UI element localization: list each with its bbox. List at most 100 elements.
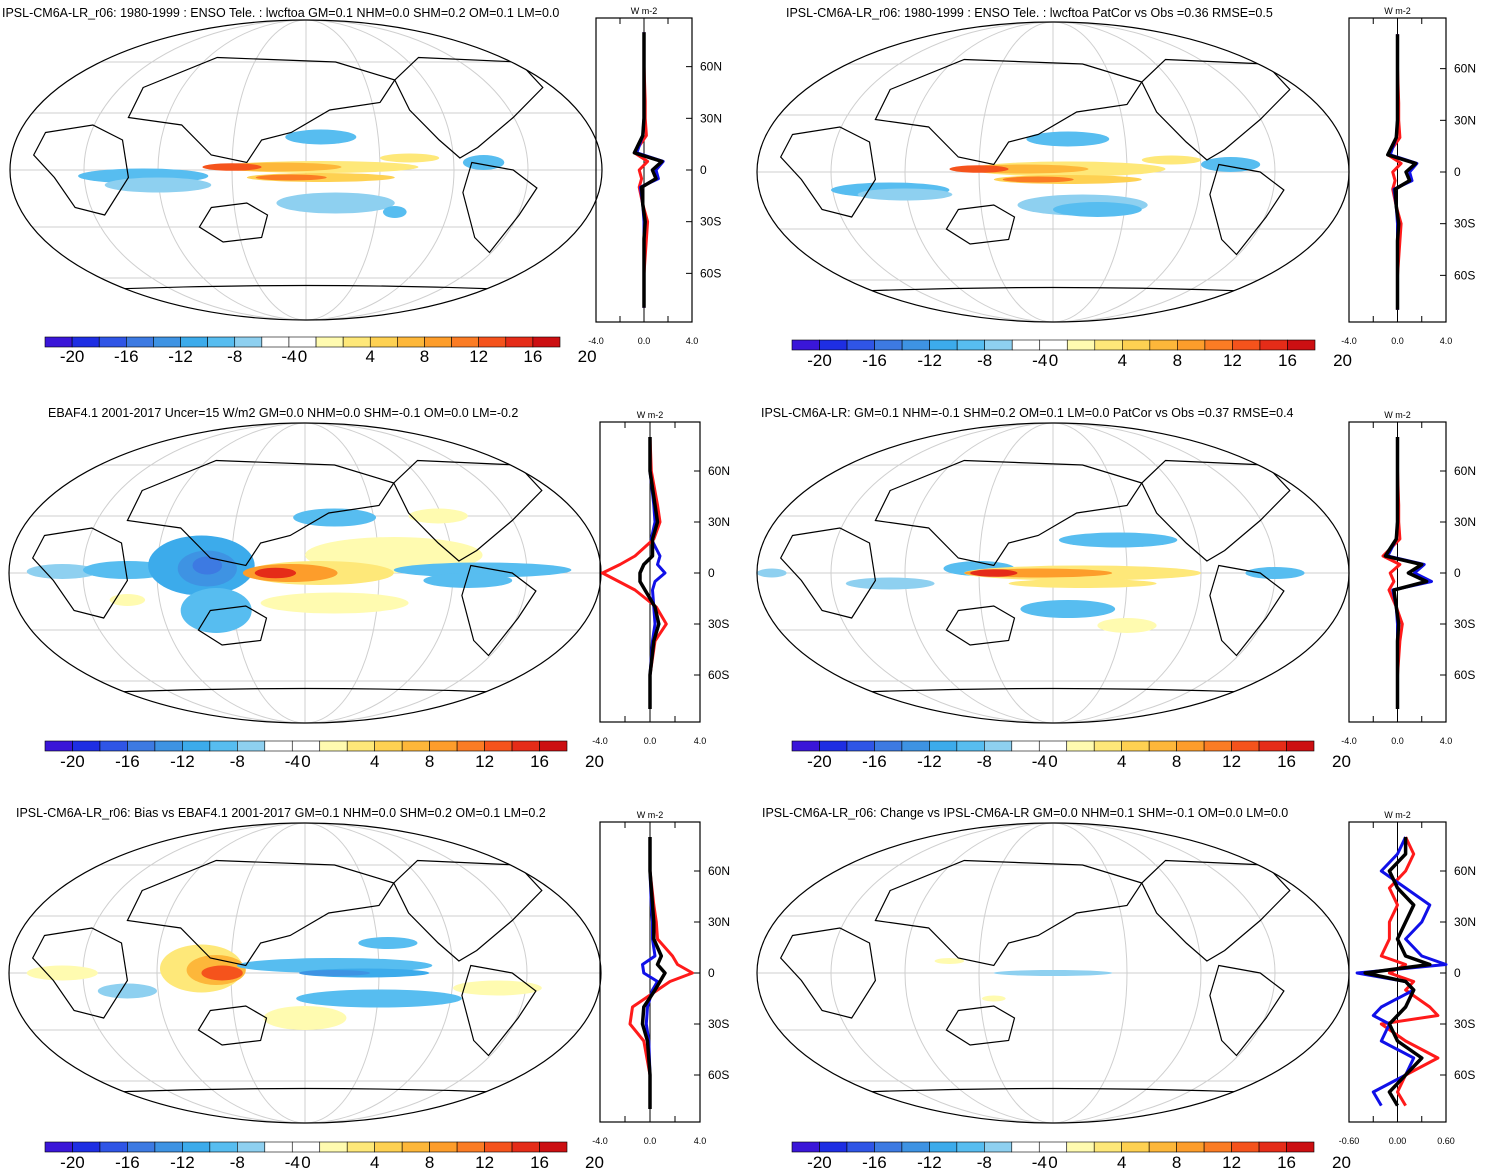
- unit-label: W m-2: [637, 410, 664, 420]
- colorbar-swatch: [291, 1141, 321, 1153]
- colorbar-swatch: [1203, 1141, 1232, 1153]
- field-patch: [453, 980, 542, 996]
- colorbar-swatch: [1066, 1141, 1095, 1153]
- colorbar-swatch: [429, 740, 458, 752]
- field-patch: [1017, 194, 1148, 216]
- profile-frame: [1348, 821, 1447, 1123]
- unit-label: W m-2: [1384, 6, 1411, 16]
- colorbar-swatch: [1203, 740, 1232, 752]
- zonal-profile: -4.0 0.0 4.0 W m-2 60N 30N 0 30S 60S: [592, 410, 730, 746]
- colorbar-swatch: [71, 336, 100, 348]
- colorbar: -20 -16 -12 -8 -4 0 4 8 12 16 20: [791, 740, 1351, 771]
- colorbar-swatch: [1038, 740, 1068, 752]
- colorbar-swatch: [264, 740, 293, 752]
- lat-label: 30N: [1454, 515, 1476, 529]
- field-patch: [186, 955, 246, 985]
- field-patch: [305, 537, 483, 573]
- colorbar-label: 4: [366, 347, 375, 366]
- colorbar-swatch: [1149, 339, 1178, 351]
- colorbar-swatch: [342, 336, 371, 348]
- field-patch: [949, 165, 1009, 173]
- colorbar-swatch: [1039, 339, 1068, 351]
- profile-series-line: [632, 32, 664, 308]
- unit-label: W m-2: [1384, 810, 1411, 820]
- lat-label: 60S: [708, 1068, 729, 1082]
- anomaly-field: [934, 958, 1113, 1002]
- coastline: [461, 964, 537, 1057]
- map-area: [9, 423, 601, 723]
- coastline: [197, 605, 268, 646]
- colorbar-swatch: [99, 1141, 128, 1153]
- field-patch: [1053, 202, 1142, 217]
- colorbar-label: 0: [301, 752, 310, 771]
- colorbar-label: 12: [469, 347, 488, 366]
- zonal-profile: -4.0 0.0 4.0 W m-2 60N 30N 0 30S 60S: [1341, 410, 1476, 746]
- colorbar-swatch: [288, 336, 317, 348]
- colorbar-swatch: [511, 1141, 540, 1153]
- colorbar-label: 16: [1277, 1153, 1296, 1172]
- zonal-profile: -4.0 0.0 4.0 W m-2 60N 30N 0 30S 60S: [1341, 6, 1476, 346]
- colorbar-swatch: [956, 740, 985, 752]
- lat-label: 60S: [1454, 1068, 1475, 1082]
- field-patch: [1020, 600, 1116, 618]
- colorbar-swatch: [956, 339, 985, 351]
- colorbar-swatch: [1204, 339, 1233, 351]
- field-patch: [1058, 532, 1178, 548]
- zonal-profile: -4.0 0.0 4.0 W m-2 60N 30N 0 30S 60S: [592, 810, 730, 1146]
- colorbar-label: -12: [170, 752, 195, 771]
- colorbar-swatch: [154, 1141, 183, 1153]
- lat-label: 30S: [1454, 217, 1475, 231]
- field-patch: [296, 989, 462, 1008]
- field-patch: [299, 968, 430, 978]
- colorbar-swatch: [1258, 1141, 1287, 1153]
- colorbar-swatch: [154, 740, 183, 752]
- map-border: [756, 21, 1350, 323]
- graticule: [9, 823, 601, 1123]
- x-tick-label: 0.0: [1391, 336, 1404, 346]
- colorbar-label: 20: [1332, 752, 1351, 771]
- unit-label: W m-2: [1384, 410, 1411, 420]
- map-border: [756, 422, 1350, 724]
- coastline: [945, 204, 1016, 245]
- field-patch: [180, 588, 252, 633]
- colorbar-swatch: [182, 1141, 211, 1153]
- profile-series-line: [628, 837, 694, 1109]
- map-area: [757, 823, 1349, 1123]
- colorbar-label: -12: [168, 347, 193, 366]
- graticule: [9, 423, 601, 723]
- coastline: [23, 687, 587, 697]
- profile-series-line: [601, 436, 668, 709]
- colorbar-swatch: [1287, 339, 1316, 351]
- colorbar-swatch: [901, 339, 930, 351]
- colorbar-swatch: [429, 1141, 458, 1153]
- field-patch: [934, 958, 965, 964]
- field-patch: [246, 173, 395, 182]
- lat-label: 60N: [1454, 864, 1476, 878]
- colorbar-label: -16: [862, 1153, 887, 1172]
- field-patch: [148, 535, 255, 596]
- colorbar-swatch: [819, 339, 848, 351]
- profile-frame: [595, 17, 693, 323]
- colorbar-swatch: [397, 336, 425, 348]
- unit-label: W m-2: [631, 6, 658, 16]
- x-tick-label: 4.0: [694, 736, 707, 746]
- lat-label: 30S: [708, 617, 729, 631]
- profile-series-line: [635, 32, 665, 308]
- colorbar-label: -8: [230, 1153, 245, 1172]
- colorbar-swatch: [209, 1141, 238, 1153]
- colorbar-swatch: [153, 336, 181, 348]
- coastline: [779, 927, 877, 1019]
- colorbar-swatch: [819, 740, 848, 752]
- coastline: [1209, 964, 1285, 1057]
- x-tick-label: 0.0: [638, 336, 651, 346]
- coastline: [462, 161, 538, 254]
- colorbar-label: -8: [977, 1153, 992, 1172]
- field-patch: [993, 970, 1113, 976]
- colorbar-label: -4: [1032, 1153, 1047, 1172]
- colorbar-label: 12: [1222, 752, 1241, 771]
- colorbar-swatch: [1093, 740, 1122, 752]
- x-tick-label: -4.0: [592, 736, 608, 746]
